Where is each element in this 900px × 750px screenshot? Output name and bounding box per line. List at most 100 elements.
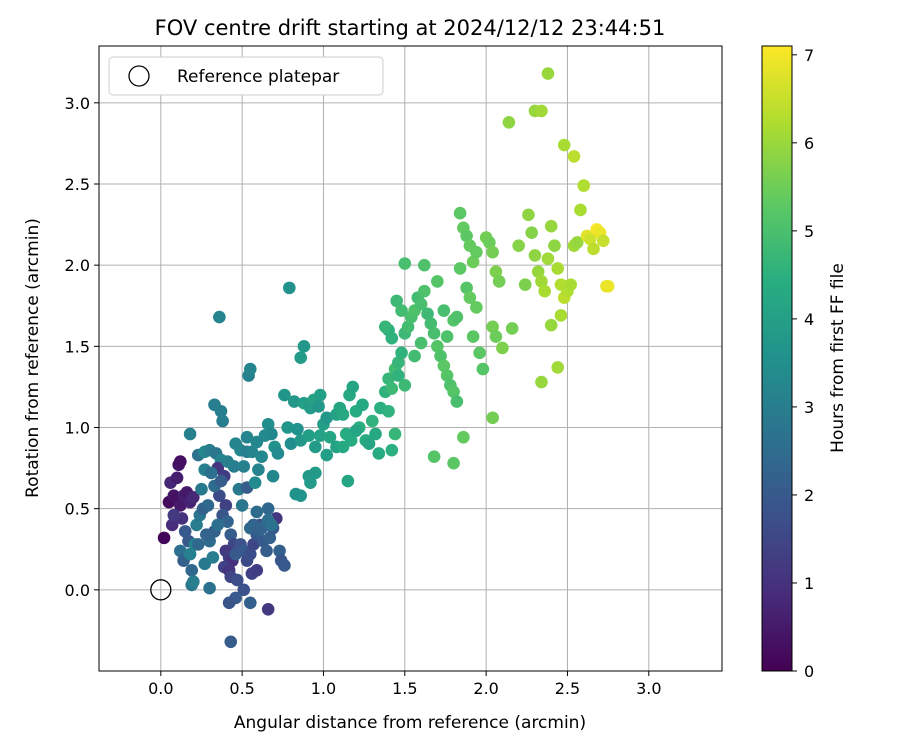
data-point-244 bbox=[551, 361, 565, 374]
y-tick-label-2: 1.0 bbox=[65, 418, 90, 437]
colorbar-label: Hours from first FF file bbox=[828, 263, 848, 453]
colorbar-tick-label-2: 2 bbox=[804, 486, 814, 505]
data-point-132 bbox=[281, 421, 294, 434]
data-point-250 bbox=[382, 404, 395, 418]
data-point-230 bbox=[587, 242, 600, 256]
data-point-168 bbox=[418, 284, 431, 298]
data-point-263 bbox=[344, 434, 358, 447]
data-point-243 bbox=[554, 309, 568, 322]
data-point-265 bbox=[378, 320, 392, 334]
x-tick-label-4: 2.0 bbox=[473, 679, 498, 698]
data-point-106 bbox=[250, 505, 264, 519]
data-point-206 bbox=[496, 341, 509, 355]
data-point-178 bbox=[450, 395, 464, 408]
data-point-126 bbox=[287, 395, 301, 408]
data-point-218 bbox=[548, 239, 561, 252]
data-point-252 bbox=[385, 443, 399, 457]
x-tick-label-6: 3.0 bbox=[636, 679, 661, 698]
data-point-117 bbox=[208, 398, 221, 412]
data-point-57 bbox=[260, 544, 273, 558]
data-point-253 bbox=[388, 427, 402, 441]
data-point-235 bbox=[601, 279, 615, 293]
x-tick-label-3: 1.5 bbox=[392, 679, 417, 698]
data-points bbox=[157, 67, 615, 649]
data-point-96 bbox=[248, 476, 262, 489]
data-point-240 bbox=[557, 138, 571, 152]
data-point-22 bbox=[183, 547, 197, 561]
data-point-123 bbox=[294, 351, 308, 364]
data-point-82 bbox=[214, 474, 228, 488]
data-point-183 bbox=[398, 257, 412, 270]
data-point-226 bbox=[574, 203, 587, 217]
data-point-103 bbox=[271, 447, 285, 460]
data-point-84 bbox=[200, 528, 213, 541]
x-axis-label: Angular distance from reference (arcmin) bbox=[234, 713, 586, 733]
data-point-144 bbox=[336, 408, 350, 421]
data-point-182 bbox=[395, 304, 408, 317]
data-point-170 bbox=[424, 317, 438, 330]
data-point-26 bbox=[195, 482, 208, 496]
data-point-63 bbox=[278, 559, 291, 572]
colorbar-gradient bbox=[761, 45, 793, 672]
data-point-194 bbox=[486, 245, 499, 259]
data-point-180 bbox=[385, 331, 399, 345]
data-point-200 bbox=[466, 330, 480, 343]
plot-frame bbox=[98, 45, 723, 672]
y-axis-label: Rotation from reference (arcmin) bbox=[23, 218, 43, 498]
data-point-134 bbox=[291, 422, 304, 436]
data-point-38 bbox=[221, 515, 234, 528]
y-tick-label-6: 3.0 bbox=[65, 94, 90, 113]
data-point-76 bbox=[206, 551, 220, 564]
legend-entry-reference: Reference platepar bbox=[177, 67, 339, 87]
data-point-161 bbox=[395, 346, 408, 360]
data-point-197 bbox=[453, 262, 467, 275]
data-point-181 bbox=[390, 294, 403, 308]
data-point-121 bbox=[243, 362, 257, 376]
data-point-241 bbox=[567, 150, 581, 163]
data-point-154 bbox=[369, 427, 382, 441]
data-point-205 bbox=[489, 330, 503, 343]
data-point-17 bbox=[174, 544, 187, 558]
data-point-158 bbox=[385, 382, 399, 395]
data-point-80 bbox=[201, 499, 215, 512]
data-point-229 bbox=[583, 232, 597, 246]
data-point-207 bbox=[505, 322, 519, 335]
data-point-94 bbox=[235, 499, 249, 512]
data-point-163 bbox=[401, 320, 415, 334]
data-point-198 bbox=[460, 281, 473, 295]
data-point-23 bbox=[190, 518, 203, 532]
data-point-58 bbox=[263, 531, 277, 545]
data-point-245 bbox=[535, 375, 548, 389]
data-point-16 bbox=[178, 525, 192, 538]
data-point-209 bbox=[518, 278, 532, 291]
data-point-269 bbox=[414, 336, 428, 350]
data-point-100 bbox=[261, 417, 275, 431]
colorbar-tick-label-3: 3 bbox=[804, 398, 814, 417]
data-point-65 bbox=[250, 564, 264, 577]
data-point-125 bbox=[278, 388, 291, 402]
data-point-150 bbox=[356, 398, 369, 412]
data-point-87 bbox=[221, 455, 234, 468]
data-point-260 bbox=[304, 476, 317, 489]
colorbar-tick-label-4: 4 bbox=[804, 310, 814, 329]
data-point-210 bbox=[522, 208, 535, 222]
data-point-211 bbox=[525, 226, 538, 239]
data-point-69 bbox=[243, 596, 257, 610]
data-point-137 bbox=[309, 440, 322, 454]
data-point-47 bbox=[230, 573, 244, 587]
data-point-177 bbox=[447, 385, 460, 399]
colorbar-tick-label-6: 6 bbox=[804, 134, 814, 153]
data-point-184 bbox=[418, 258, 431, 272]
y-tick-label-4: 2.0 bbox=[65, 256, 90, 275]
data-point-259 bbox=[289, 487, 303, 501]
data-point-223 bbox=[564, 278, 578, 291]
data-point-85 bbox=[191, 538, 205, 551]
data-point-267 bbox=[398, 378, 412, 392]
data-point-191 bbox=[470, 245, 483, 259]
data-point-66 bbox=[237, 583, 251, 597]
x-tick-label-0: 0.0 bbox=[148, 679, 173, 698]
data-point-92 bbox=[237, 460, 251, 473]
data-point-131 bbox=[312, 400, 325, 413]
data-point-227 bbox=[577, 179, 591, 192]
data-point-169 bbox=[421, 307, 434, 321]
